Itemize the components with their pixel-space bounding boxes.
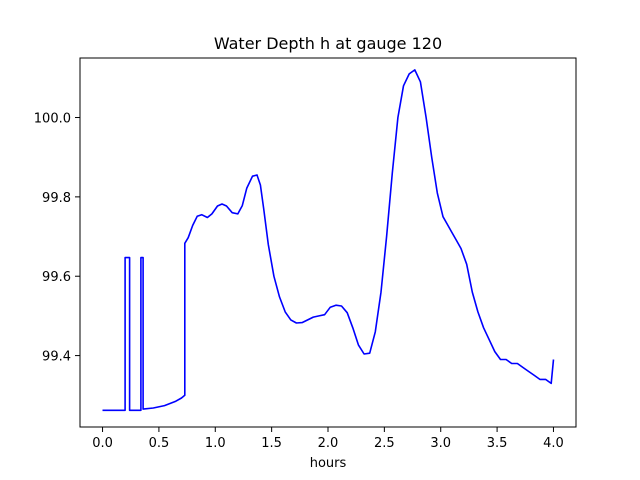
x-tick-label: 4.0 (543, 436, 564, 451)
series-line (102, 69, 555, 412)
x-tick-label: 1.0 (205, 436, 226, 451)
y-tick-label: 99.6 (42, 270, 71, 285)
x-tick-label: 0.5 (149, 436, 170, 451)
x-axis: 0.0 0.5 1.0 1.5 2.0 2.5 3.0 3.5 4.0 (92, 427, 564, 451)
x-tick-label: 2.5 (374, 436, 395, 451)
x-tick-label: 1.5 (261, 436, 282, 451)
y-tick-label: 100.0 (34, 112, 71, 127)
chart-title: Water Depth h at gauge 120 (214, 34, 442, 53)
x-tick-label: 3.0 (430, 436, 451, 451)
x-axis-label: hours (310, 456, 347, 471)
y-tick-label: 99.8 (42, 191, 71, 206)
series-layer (102, 69, 555, 412)
y-axis: 99.4 99.6 99.8 100.0 (34, 112, 80, 365)
x-tick-label: 0.0 (92, 436, 113, 451)
y-tick-label: 99.4 (42, 350, 71, 365)
x-tick-label: 3.5 (487, 436, 508, 451)
x-tick-label: 2.0 (318, 436, 339, 451)
